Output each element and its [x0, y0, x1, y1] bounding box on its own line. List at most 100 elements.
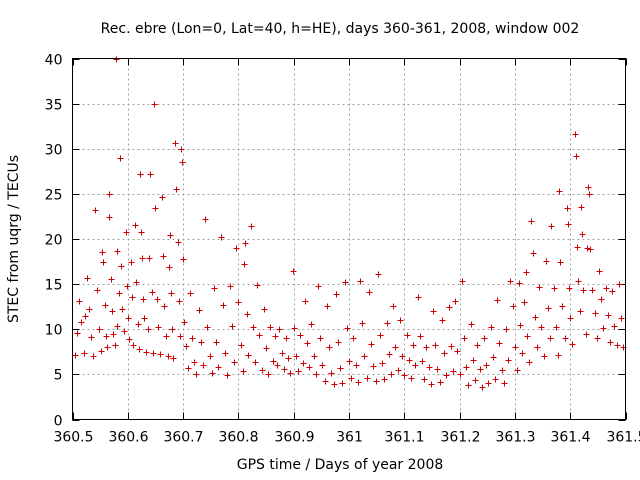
- data-point: [74, 330, 81, 337]
- data-point: [141, 315, 148, 322]
- data-point: [331, 381, 338, 388]
- data-point: [350, 335, 357, 342]
- data-point: [417, 333, 424, 340]
- data-point: [379, 360, 386, 367]
- data-point: [524, 333, 531, 340]
- data-point: [616, 281, 623, 288]
- y-tick-label: 35: [45, 98, 63, 114]
- data-point: [437, 379, 444, 386]
- data-point: [556, 188, 563, 195]
- data-point: [114, 323, 121, 330]
- data-point: [290, 268, 297, 275]
- data-point: [342, 279, 349, 286]
- data-point: [574, 244, 581, 251]
- data-point: [198, 339, 205, 346]
- data-point: [168, 290, 175, 297]
- grid-lines: [72, 58, 626, 420]
- data-point: [319, 362, 326, 369]
- data-point: [465, 382, 472, 389]
- data-point: [503, 326, 510, 333]
- data-point: [173, 186, 180, 193]
- data-point: [488, 324, 495, 331]
- data-point: [259, 367, 266, 374]
- data-point: [547, 335, 554, 342]
- data-point: [240, 368, 247, 375]
- data-point: [106, 191, 113, 198]
- data-point: [501, 380, 508, 387]
- data-point: [233, 245, 240, 252]
- data-point: [104, 344, 111, 351]
- data-point: [577, 308, 584, 315]
- data-point: [373, 378, 380, 385]
- data-point: [459, 278, 466, 285]
- data-point: [285, 355, 292, 362]
- data-point: [306, 364, 313, 371]
- data-point: [408, 375, 415, 382]
- chart-title: Rec. ebre (Lon=0, Lat=40, h=HE), days 36…: [101, 21, 580, 37]
- x-tick-label: 360.6: [108, 430, 148, 446]
- data-point: [76, 298, 83, 305]
- data-point: [138, 229, 145, 236]
- data-point: [245, 352, 252, 359]
- data-point: [496, 340, 503, 347]
- data-point: [364, 375, 371, 382]
- data-point: [454, 348, 461, 355]
- data-point: [166, 264, 173, 271]
- data-point: [218, 234, 225, 241]
- data-point: [317, 335, 324, 342]
- data-point: [189, 335, 196, 342]
- data-point: [477, 366, 484, 373]
- data-point: [193, 371, 200, 378]
- data-point: [176, 298, 183, 305]
- data-point: [432, 342, 439, 349]
- data-point: [132, 222, 139, 229]
- data-point: [461, 335, 468, 342]
- data-point: [361, 353, 368, 360]
- data-point: [180, 256, 187, 263]
- data-point: [395, 367, 402, 374]
- data-point: [375, 271, 382, 278]
- data-point: [117, 155, 124, 162]
- data-point: [499, 367, 506, 374]
- data-point: [200, 362, 207, 369]
- y-tick-label: 25: [45, 188, 63, 204]
- data-point: [452, 298, 459, 305]
- data-point: [434, 366, 441, 373]
- data-point: [213, 339, 220, 346]
- data-point: [149, 289, 156, 296]
- data-point: [261, 306, 268, 313]
- data-point: [370, 363, 377, 370]
- data-point: [88, 334, 95, 341]
- data-point: [366, 289, 373, 296]
- data-point: [512, 344, 519, 351]
- data-point: [137, 171, 144, 178]
- data-point: [505, 357, 512, 364]
- data-point: [100, 259, 107, 266]
- data-point: [335, 339, 342, 346]
- data-point: [553, 324, 560, 331]
- data-point: [118, 263, 125, 270]
- data-point: [110, 331, 117, 338]
- data-point: [428, 381, 435, 388]
- x-tick-label: 361.2: [440, 430, 480, 446]
- data-point: [196, 307, 203, 314]
- data-point: [386, 351, 393, 358]
- data-point: [224, 372, 231, 379]
- data-point: [388, 371, 395, 378]
- data-point: [565, 221, 572, 228]
- data-point: [481, 335, 488, 342]
- data-point: [130, 342, 137, 349]
- data-point: [510, 303, 517, 310]
- data-point: [559, 303, 566, 310]
- data-point: [96, 326, 103, 333]
- data-point: [272, 333, 279, 340]
- data-point: [133, 279, 140, 286]
- data-point: [222, 350, 229, 357]
- data-point: [169, 326, 176, 333]
- x-tick-label: 360.9: [274, 430, 314, 446]
- data-point: [295, 368, 302, 375]
- y-tick-label: 15: [45, 278, 63, 294]
- data-point: [470, 357, 477, 364]
- data-point: [147, 171, 154, 178]
- data-point: [121, 328, 128, 335]
